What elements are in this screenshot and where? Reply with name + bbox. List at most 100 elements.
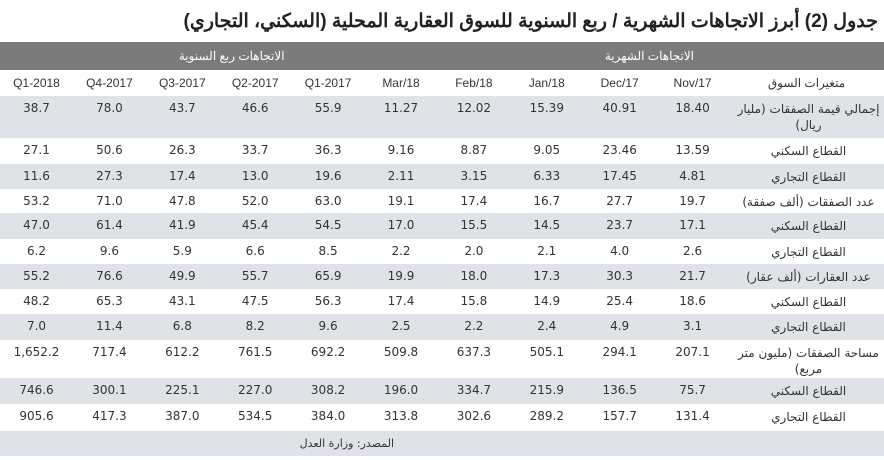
column-header: 2017-Q3 <box>158 76 206 90</box>
table-cell: 18.40 <box>656 96 729 138</box>
table-cell: 3.1 <box>656 314 729 340</box>
row-label: القطاع السكني <box>729 213 884 239</box>
table-cell: 47.0 <box>0 213 73 239</box>
table-cell: 9.05 <box>533 143 561 157</box>
table-cell: 43.1 <box>168 294 196 308</box>
table-cell: 23.46 <box>602 143 637 157</box>
table-cell: 50.6 <box>96 143 123 157</box>
table-cell: 4.0 <box>610 244 630 258</box>
table-cell: 5.9 <box>172 244 192 258</box>
table-cell: 54.5 <box>291 213 365 239</box>
table-cell: 17.0 <box>364 213 438 239</box>
table-cell: 19.7 <box>679 194 706 208</box>
table-cell: 12.02 <box>437 96 511 138</box>
table-cell: 3.15 <box>437 164 511 189</box>
row-label: القطاع السكني <box>770 295 847 309</box>
table-cell: 17.4 <box>145 164 219 189</box>
table-cell: 33.7 <box>241 143 269 157</box>
table-cell: 13.59 <box>675 143 710 157</box>
table-cell: 1,652.2 <box>13 345 60 359</box>
table-cell: 505.1 <box>529 345 564 359</box>
table-cell: 15.5 <box>437 213 511 239</box>
column-header: 2017-Q2 <box>231 76 279 90</box>
table-cell: 6.2 <box>26 244 47 258</box>
table-cell: 17.1 <box>656 213 729 239</box>
table-cell: 761.5 <box>238 345 273 359</box>
table-row: القطاع السكني 18.6 25.4 14.9 15.8 17.4 56.3 47.… <box>0 289 884 314</box>
table-cell: 692.2 <box>310 345 346 359</box>
table-cell: 76.6 <box>72 264 146 289</box>
table-cell: 300.1 <box>72 378 146 404</box>
column-header: Nov/17 <box>673 76 712 90</box>
table-cell: 509.8 <box>383 345 419 359</box>
table-cell: 387.0 <box>165 409 200 423</box>
table-cell: 63.0 <box>314 194 342 208</box>
column-header: Mar/18 <box>382 76 420 90</box>
table-cell: 207.1 <box>675 345 710 359</box>
table-cell: 27.1 <box>23 143 50 157</box>
row-label: القطاع التجاري <box>729 314 884 340</box>
table-cell: 23.7 <box>583 213 657 239</box>
table-cell: 78.0 <box>72 96 146 138</box>
table-cell: 2.2 <box>437 314 511 340</box>
table-cell: 49.9 <box>145 264 219 289</box>
table-cell: 746.6 <box>0 378 73 404</box>
row-label: القطاع التجاري <box>729 164 884 189</box>
table-row: مساحة الصفقات (مليون متر مربع) 207.1 294.1… <box>0 340 884 378</box>
table-cell: 15.39 <box>510 96 584 138</box>
row-label: القطاع التجاري <box>771 410 846 424</box>
table-cell: 308.2 <box>291 378 365 404</box>
row-label: مساحة الصفقات (مليون متر مربع) <box>738 346 879 376</box>
table-row: القطاع التجاري 131.4 157.7 289.2 302.6 313.8 3… <box>0 404 884 431</box>
table-cell: 131.4 <box>675 409 710 423</box>
table-cell: 48.2 <box>23 294 50 308</box>
table-cell: 11.6 <box>0 164 73 189</box>
table-cell: 4.81 <box>656 164 729 189</box>
table-cell: 6.33 <box>510 164 584 189</box>
table-cell: 6.6 <box>245 244 265 258</box>
table-row: القطاع السكني 13.59 23.46 9.05 8.87 9.16 36.3 3… <box>0 138 884 164</box>
table-cell: 71.0 <box>96 194 123 208</box>
table-row: القطاع السكني 17.1 23.7 14.5 15.5 17.0 54.5 45.… <box>0 213 884 239</box>
table-row: عدد العقارات (ألف عقار) 21.7 30.3 17.3 18.0 1… <box>0 264 884 289</box>
table-cell: 9.16 <box>387 143 415 157</box>
table-cell: 8.2 <box>218 314 292 340</box>
table-cell: 9.6 <box>99 244 119 258</box>
group-monthly: الاتجاهات الشهرية <box>364 42 884 70</box>
table-cell: 11.4 <box>72 314 146 340</box>
table-cell: 157.7 <box>602 409 637 423</box>
table-cell: 46.6 <box>218 96 292 138</box>
column-header: 2018-Q1 <box>13 76 60 90</box>
table-cell: 196.0 <box>364 378 438 404</box>
table-cell: 55.2 <box>0 264 73 289</box>
table-cell: 47.5 <box>241 294 269 308</box>
table-cell: 637.3 <box>456 345 492 359</box>
table-cell: 27.3 <box>72 164 146 189</box>
table-row: القطاع السكني 75.7 136.5 215.9 334.7 196.0 308… <box>0 378 884 404</box>
row-label: القطاع السكني <box>729 378 884 404</box>
table-cell: 7.0 <box>0 314 73 340</box>
table-cell: 2.1 <box>537 244 557 258</box>
table-cell: 43.7 <box>145 96 219 138</box>
table-cell: 61.4 <box>72 213 146 239</box>
table-cell: 313.8 <box>383 409 419 423</box>
table-cell: 52.0 <box>241 194 269 208</box>
table-cell: 40.91 <box>583 96 657 138</box>
table-cell: 384.0 <box>310 409 346 423</box>
table-cell: 136.5 <box>583 378 657 404</box>
table-cell: 612.2 <box>165 345 200 359</box>
table-cell: 18.0 <box>437 264 511 289</box>
table-cell: 294.1 <box>602 345 637 359</box>
column-header: Dec/17 <box>600 76 639 90</box>
column-header: Jan/18 <box>528 76 565 90</box>
table-cell: 905.6 <box>19 409 54 423</box>
table-cell: 17.4 <box>387 294 415 308</box>
table-cell: 19.9 <box>364 264 438 289</box>
table-cell: 41.9 <box>145 213 219 239</box>
table-cell: 30.3 <box>583 264 657 289</box>
table-cell: 19.6 <box>291 164 365 189</box>
source-row: المصدر: وزارة العدل <box>0 431 884 456</box>
table-cell: 65.3 <box>96 294 123 308</box>
table-cell: 11.27 <box>364 96 438 138</box>
table-cell: 17.4 <box>460 194 488 208</box>
